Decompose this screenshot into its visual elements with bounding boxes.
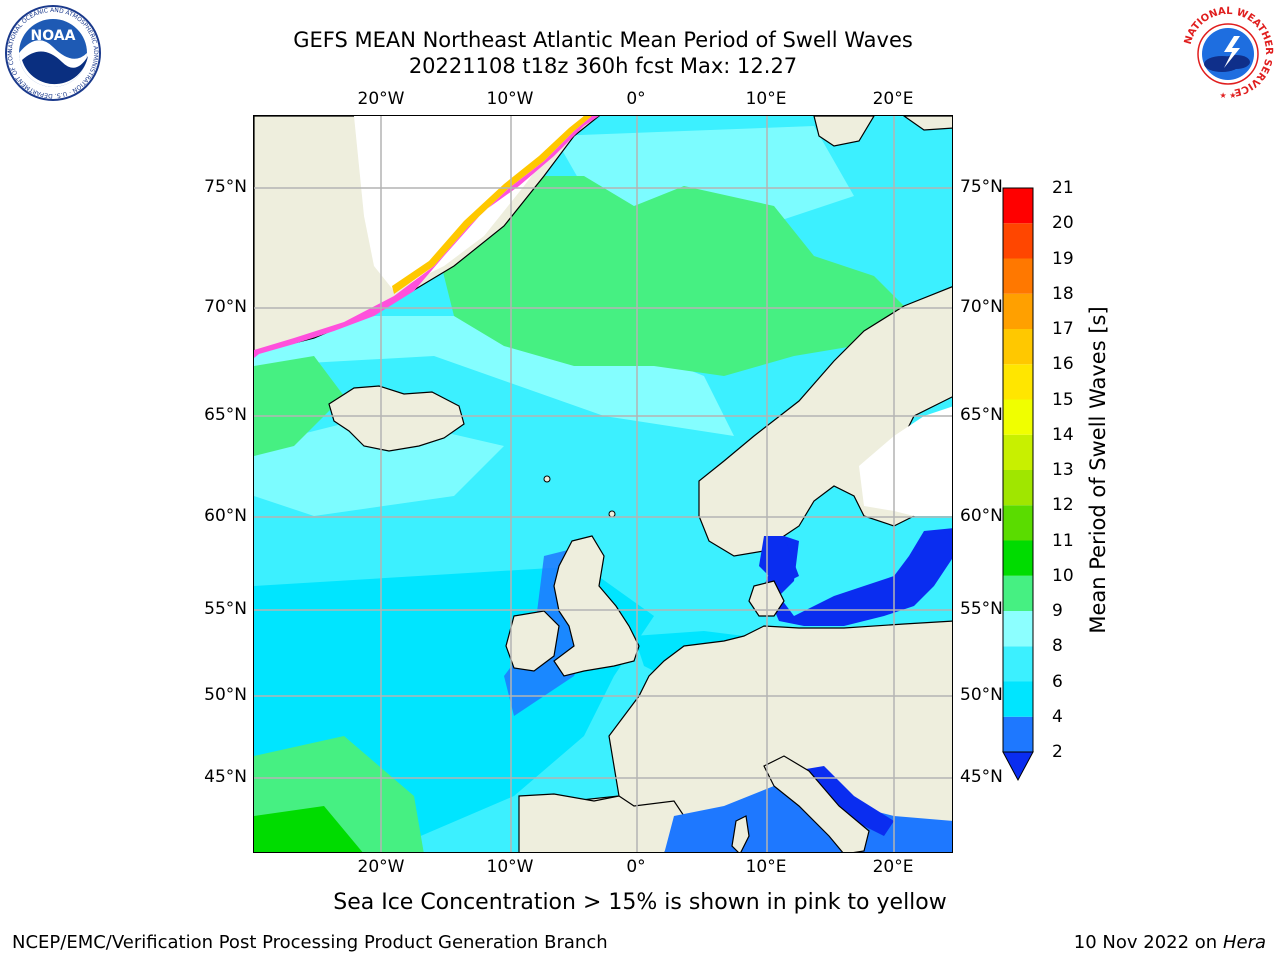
iberia	[518, 793, 685, 852]
colorbar-box	[1003, 681, 1033, 717]
footer-date-text: 10 Nov 2022 on	[1073, 932, 1218, 953]
italy	[763, 755, 870, 852]
iceland	[328, 385, 465, 452]
colorbar-box	[1003, 540, 1033, 576]
chart-title: GEFS MEAN Northeast Atlantic Mean Period…	[293, 28, 913, 52]
lat-tick-left-2: 70°N	[204, 297, 247, 317]
great-britain	[553, 535, 640, 677]
colorbar-tick-label: 12	[1052, 495, 1074, 516]
lon-tick-bottom-2: 10°W	[486, 857, 534, 877]
colorbar-tick-label: 2	[1052, 742, 1063, 762]
colorbar-tick-label: 4	[1052, 706, 1063, 727]
lat-tick-left-7: 45°N	[204, 767, 247, 787]
graticule	[254, 116, 952, 852]
colorbar-tick-label: 13	[1052, 460, 1074, 480]
footer-date: 10 Nov 2022 on Hera	[1074, 932, 1266, 953]
map-panel	[253, 115, 953, 853]
swell-band-10-11	[254, 806, 363, 852]
svg-text:★ ★: ★ ★	[1220, 91, 1237, 100]
lat-tick-left-6: 50°N	[204, 685, 247, 705]
noaa-text: NOAA	[31, 28, 76, 44]
colorbar-tick-label: 14	[1052, 424, 1074, 445]
footer-credit: NCEP/EMC/Verification Post Processing Pr…	[12, 932, 608, 953]
lat-tick-right-4: 60°N	[960, 506, 1003, 526]
colorbar-tick-label: 15	[1052, 389, 1074, 410]
colorbar-tick-label: 16	[1052, 354, 1074, 375]
lon-tick-top-5: 20°E	[872, 89, 914, 109]
colorbar-box	[1003, 223, 1033, 259]
lon-tick-bottom-4: 10°E	[745, 857, 787, 877]
lat-tick-right-7: 45°N	[960, 767, 1003, 787]
colorbar-box	[1003, 188, 1033, 224]
nws-logo: NATIONAL WEATHER SERVICE ★ ★	[1180, 4, 1276, 100]
colorbar-box	[1003, 470, 1033, 506]
sea-ice-note: Sea Ice Concentration > 15% is shown in …	[333, 890, 947, 915]
lat-tick-right-5: 55°N	[960, 599, 1003, 619]
lon-tick-top-2: 10°W	[486, 89, 534, 109]
footer-host: Hera	[1222, 932, 1266, 953]
colorbar-box	[1003, 646, 1033, 682]
lat-tick-left-5: 55°N	[204, 599, 247, 619]
chart-subtitle: 20221108 t18z 360h fcst Max: 12.27	[408, 54, 798, 78]
colorbar-title: Mean Period of Swell Waves [s]	[1086, 306, 1110, 634]
lat-tick-left-3: 65°N	[204, 405, 247, 425]
colorbar-box	[1003, 434, 1033, 470]
colorbar-box	[1003, 505, 1033, 541]
lat-tick-left-1: 75°N	[204, 177, 247, 197]
lon-tick-top-4: 10°E	[745, 89, 787, 109]
lat-tick-right-6: 50°N	[960, 685, 1003, 705]
colorbar-box	[1003, 611, 1033, 647]
colorbar-extend-triangle	[1002, 751, 1034, 782]
lon-tick-top-1: 20°W	[357, 89, 405, 109]
colorbar-tick-label: 17	[1052, 319, 1074, 339]
lon-tick-bottom-3: 0°	[626, 857, 646, 877]
baltic-sea	[764, 528, 952, 626]
swell-period-map	[254, 116, 952, 852]
colorbar-box	[1003, 716, 1033, 752]
swell-band-9-10	[434, 176, 914, 376]
svalbard	[813, 116, 875, 147]
lat-tick-right-2: 70°N	[960, 297, 1003, 317]
colorbar-box	[1003, 399, 1033, 435]
colorbar-tick-label: 20	[1052, 213, 1074, 234]
colorbar-border	[1002, 187, 1034, 753]
lon-tick-bottom-1: 20°W	[357, 857, 405, 877]
colorbar-box	[1003, 258, 1033, 294]
lon-tick-top-3: 0°	[626, 89, 646, 109]
ireland	[505, 610, 560, 672]
colorbar-tick-label: 9	[1052, 601, 1063, 621]
colorbar-tick-label: 8	[1052, 636, 1063, 657]
colorbar-tick-label: 21	[1052, 178, 1074, 198]
colorbar-tick-label: 10	[1052, 565, 1074, 586]
colorbar-tick-label: 11	[1052, 530, 1074, 551]
lat-tick-left-4: 60°N	[204, 506, 247, 526]
noaa-logo: NATIONAL OCEANIC AND ATMOSPHERIC ADMINIS…	[4, 4, 101, 101]
colorbar-box	[1003, 293, 1033, 329]
colorbar-tick-label: 19	[1052, 248, 1074, 269]
lat-tick-right-3: 65°N	[960, 405, 1003, 425]
colorbar-box	[1003, 364, 1033, 400]
lon-tick-bottom-5: 20°E	[872, 857, 914, 877]
colorbar-tick-label: 18	[1052, 283, 1074, 304]
colorbar-tick-label: 6	[1052, 671, 1063, 692]
colorbar	[1002, 187, 1034, 782]
colorbar-box	[1003, 575, 1033, 611]
greenland-ice-sheet	[354, 116, 584, 291]
lat-tick-right-1: 75°N	[960, 177, 1003, 197]
colorbar-box	[1003, 329, 1033, 365]
